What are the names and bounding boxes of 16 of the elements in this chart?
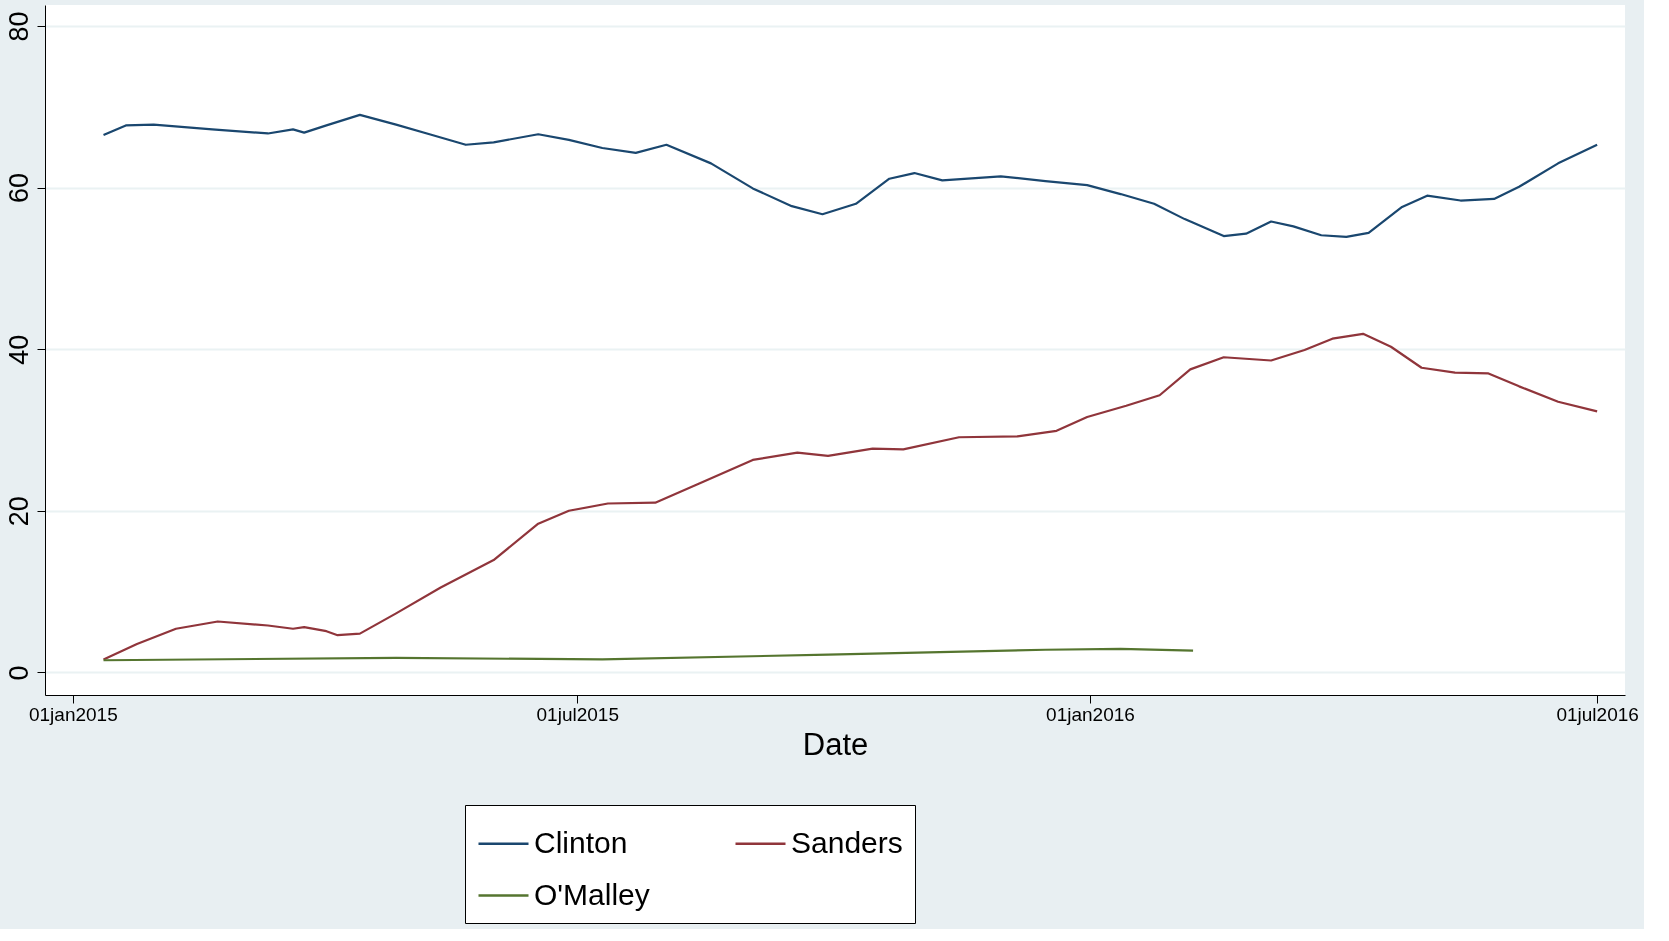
y-tick-label: 0 [3, 665, 34, 681]
x-tick-label: 01jul2015 [536, 703, 619, 725]
line-series [102, 647, 1195, 662]
line-series [102, 332, 1599, 661]
y-tick-label: 80 [3, 11, 34, 42]
y-tick-label: 40 [3, 334, 34, 365]
legend-label: Clinton [534, 825, 628, 859]
legend-label: O'Malley [534, 877, 650, 911]
y-tick-label: 20 [3, 496, 34, 527]
x-tick-label: 01jul2016 [1556, 703, 1639, 725]
legend-label: Sanders [791, 825, 903, 859]
x-tick-label: 01jan2015 [28, 703, 118, 725]
line-series [102, 113, 1599, 238]
x-axis-title: Date [802, 726, 869, 762]
y-tick-label: 60 [3, 173, 34, 204]
x-tick-label: 01jan2016 [1046, 703, 1135, 725]
